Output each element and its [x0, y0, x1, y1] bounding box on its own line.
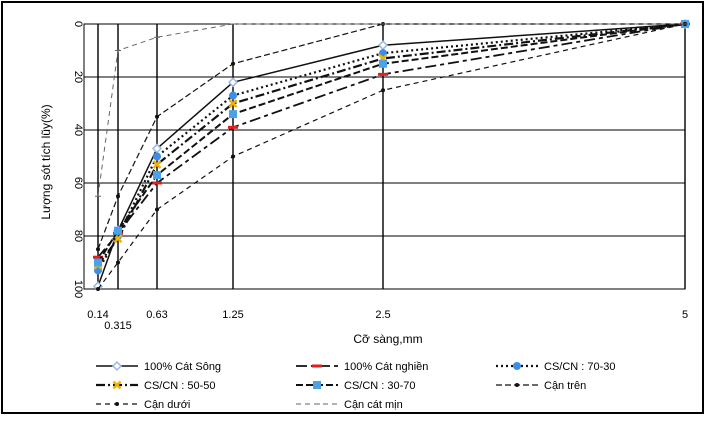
data-point — [116, 260, 120, 265]
data-point — [231, 154, 235, 159]
data-point — [379, 59, 387, 68]
data-point — [231, 61, 235, 66]
series-line — [97, 23, 686, 264]
legend-label: CS/CN : 30-70 — [344, 380, 416, 392]
x-tick-label: 5 — [682, 309, 688, 321]
y-axis-label: Lượng sót tích lũy(%) — [39, 104, 53, 219]
x-tick-label: 0.315 — [104, 320, 132, 332]
y-tick-label: 0 — [72, 21, 84, 27]
data-point — [152, 181, 162, 185]
legend-label: 100% Cát Sông — [144, 361, 221, 373]
y-tick-label: 20 — [72, 71, 84, 83]
x-axis-label: Cỡ sàng,mm — [353, 332, 422, 346]
y-tick-label: 100 — [72, 280, 84, 298]
y-tick-label: 80 — [72, 230, 84, 242]
data-point — [381, 88, 385, 93]
data-point — [114, 226, 122, 235]
legend-label: CS/CN : 70-30 — [544, 361, 616, 373]
legend-label: Cận trên — [544, 380, 586, 392]
data-point — [155, 207, 159, 212]
legend-label: 100% Cát nghiền — [344, 361, 428, 373]
ticks: 0.140.315 0.63 1.25 2.5 5 0 20 40 60 80 100 — [72, 21, 688, 332]
data-point — [313, 381, 321, 389]
x-tick-label: 1.25 — [222, 309, 243, 321]
data-point — [513, 362, 521, 370]
data-point — [228, 125, 238, 129]
data-point — [93, 255, 103, 259]
data-point — [228, 99, 238, 108]
data-point — [112, 380, 122, 390]
legend-label: Cận cát mịn — [344, 399, 403, 411]
y-tick-label: 40 — [72, 124, 84, 136]
x-tick-label: 0.14 — [87, 309, 108, 321]
data-point — [155, 114, 159, 119]
y-tick-label: 60 — [72, 177, 84, 189]
x-tick-label: 2.5 — [375, 309, 390, 321]
data-point — [153, 152, 161, 161]
data-point — [111, 360, 123, 372]
data-point — [116, 194, 120, 199]
x-tick-label: 0.63 — [146, 309, 167, 321]
data-point — [113, 234, 123, 244]
series-line — [97, 23, 686, 290]
plot-area — [84, 24, 685, 289]
data-point — [94, 258, 102, 267]
data-point — [96, 287, 100, 291]
legend: 100% Cát Sông 100% Cát nghiền CS/CN : 70-3… — [96, 360, 616, 411]
series-layer — [92, 18, 691, 292]
data-point — [312, 364, 322, 368]
series-line — [97, 23, 685, 197]
legend-label: CS/CN : 50-50 — [144, 380, 216, 392]
legend-label: Cận dưới — [144, 399, 190, 411]
data-point — [515, 383, 519, 387]
data-point — [229, 110, 237, 119]
data-point — [115, 402, 119, 406]
data-point — [227, 77, 239, 88]
data-point — [96, 247, 100, 252]
data-point — [229, 91, 237, 100]
series-line — [97, 22, 686, 266]
series-line — [97, 23, 686, 287]
data-point — [153, 171, 161, 180]
data-point — [378, 72, 388, 76]
data-point — [152, 160, 162, 169]
series-line — [97, 23, 685, 250]
